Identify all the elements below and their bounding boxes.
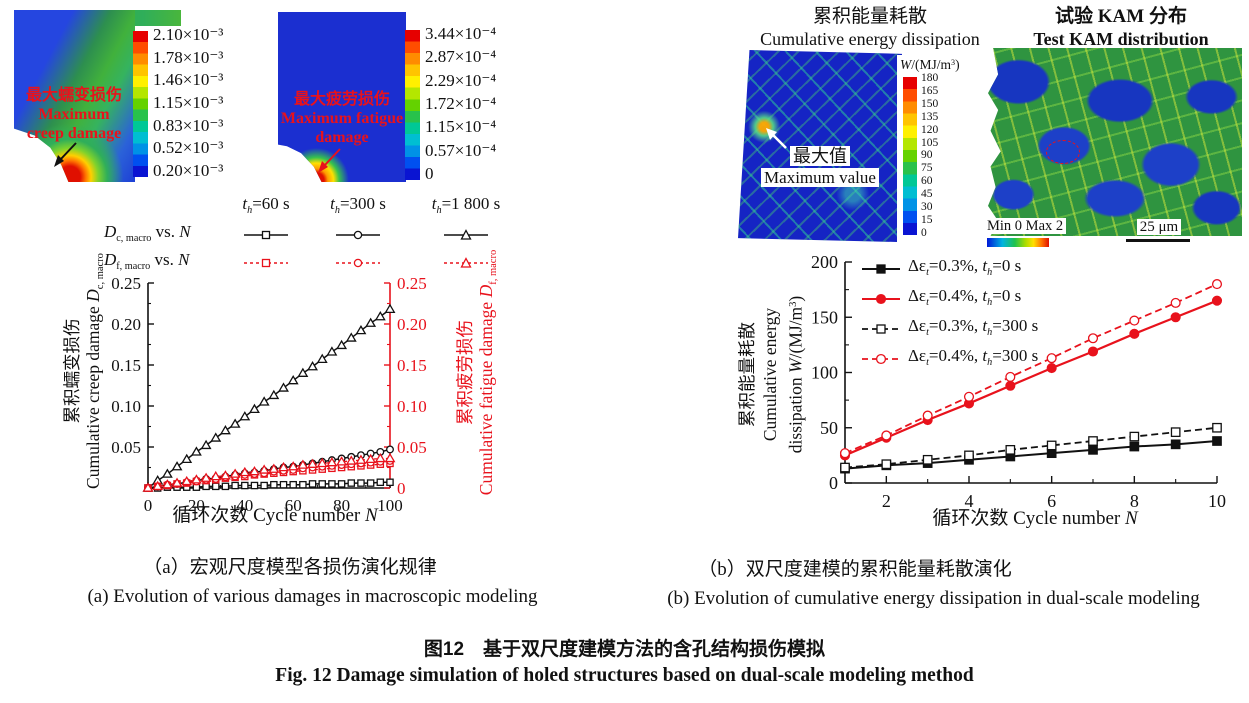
caption-b-en: (b) Evolution of cumulative energy dissi… [667, 588, 1200, 609]
svg-text:8: 8 [1130, 491, 1139, 511]
legend-line-creep-300s [336, 230, 380, 240]
legend-row-04-0s: Δεt=0.4%, th=0 s [860, 284, 1038, 314]
creep-colorbar-labels: 2.10×10⁻³ 1.78×10⁻³ 1.46×10⁻³ 1.15×10⁻³ … [153, 25, 224, 180]
energy-dissipation-title: 累积能量耗散 Cumulative energy dissipation [760, 6, 980, 49]
fatigue-max-annotation-en1: Maximum fatigue [280, 110, 404, 127]
caption-a-cn: （a）宏观尺度模型各损伤演化规律 [143, 557, 437, 578]
chart-a-xlabel: 循环次数 Cycle number N [172, 505, 378, 526]
w-colorbar [903, 77, 917, 235]
figure-caption-en: Fig. 12 Damage simulation of holed struc… [275, 665, 974, 686]
kam-minmax-colorbar [987, 238, 1049, 247]
w-colorbar-title: W/(MJ/m3) [900, 57, 960, 72]
svg-text:0.05: 0.05 [111, 438, 141, 457]
legend-header-th1800: th=1 800 s [431, 194, 501, 217]
creep-max-annotation-en1: Maximum [38, 106, 110, 123]
kam-distribution-title: 试验 KAM 分布 Test KAM distribution [1033, 6, 1209, 49]
kam-minmax-label: Min 0 Max 2 [984, 218, 1067, 235]
svg-text:0.10: 0.10 [397, 397, 427, 416]
legend-header-th300: th=300 s [330, 194, 386, 217]
legend-line-fatigue-1800s [444, 257, 488, 268]
svg-text:0.25: 0.25 [111, 274, 141, 293]
svg-text:150: 150 [811, 307, 838, 327]
max-value-arrow-icon [766, 128, 787, 149]
legend-header-th60: th=60 s [242, 194, 290, 217]
kam-scalebar-label: 25 μm [1126, 219, 1192, 236]
legend-line-03-300s [862, 324, 900, 334]
svg-text:0.10: 0.10 [111, 397, 141, 416]
fatigue-max-annotation-cn: 最大疲劳损伤 [293, 91, 390, 108]
creep-max-annotation-cn: 最大蠕变损伤 [25, 87, 122, 104]
svg-text:50: 50 [820, 418, 838, 438]
legend-line-fatigue-60s [244, 259, 288, 268]
creep-max-annotation: 最大蠕变损伤 Maximum creep damage [6, 86, 142, 143]
svg-text:0.20: 0.20 [111, 315, 141, 334]
legend-line-fatigue-300s [336, 258, 380, 268]
svg-text:0.15: 0.15 [111, 356, 141, 375]
svg-text:20: 20 [188, 496, 205, 515]
creep-max-annotation-en2: creep damage [26, 125, 122, 142]
kam-highlight-circle [1046, 140, 1080, 164]
caption-a-en: (a) Evolution of various damages in macr… [87, 586, 538, 607]
svg-text:100: 100 [377, 496, 403, 515]
legend-row-fatigue-label: Df, macro vs. N [104, 250, 190, 273]
legend-row-03-300s: Δεt=0.3%, th=300 s [860, 314, 1038, 344]
chart-b-ylabel: 累积能量耗散 Cumulative energy dissipation W/(… [737, 295, 806, 454]
legend-line-04-0s [862, 294, 900, 305]
svg-text:0: 0 [397, 479, 406, 498]
w-colorbar-labels: 180 165 150 135 120 105 90 75 60 45 30 1… [921, 72, 939, 239]
svg-text:100: 100 [811, 363, 838, 383]
caption-b-cn: （b）双尺度建模的累积能量耗散演化 [698, 559, 1012, 580]
legend-line-creep-1800s [444, 229, 488, 240]
fatigue-max-annotation-en2: damage [315, 129, 369, 146]
legend-row-04-300s: Δεt=0.4%, th=300 s [860, 344, 1038, 374]
creep-colorbar [133, 31, 148, 177]
legend-line-04-300s [862, 354, 900, 365]
creep-max-arrow-icon [54, 142, 77, 167]
fatigue-damage-contour-image [278, 12, 406, 182]
svg-text:0.20: 0.20 [397, 315, 427, 334]
chart-b-xlabel: 循环次数 Cycle number N [932, 508, 1138, 529]
max-value-annotation: 最大值 Maximum value [740, 146, 900, 188]
svg-text:0.05: 0.05 [397, 438, 427, 457]
svg-text:0: 0 [144, 496, 153, 515]
legend-line-03-0s [862, 264, 900, 274]
kam-distribution-image [988, 48, 1242, 236]
fatigue-colorbar-labels: 3.44×10⁻⁴ 2.87×10⁻⁴ 2.29×10⁻⁴ 1.72×10⁻⁴ … [425, 24, 497, 183]
chart-a-damage-evolution: 0 20 40 60 80 100 0.05 0.10 0.15 0.20 0.25 0 0.05 0.1… [111, 274, 427, 515]
fatigue-colorbar [405, 30, 420, 180]
figure-caption-cn: 图12 基于双尺度建模方法的含孔结构损伤模拟 [423, 639, 826, 660]
svg-text:6: 6 [1047, 491, 1056, 511]
fatigue-max-annotation: 最大疲劳损伤 Maximum fatigue damage [268, 90, 416, 147]
svg-text:60: 60 [285, 496, 302, 515]
svg-text:40: 40 [236, 496, 253, 515]
svg-text:4: 4 [965, 491, 974, 511]
legend-line-creep-60s [244, 230, 288, 240]
chart-a-legend: th=60 s th=300 s th=1 800 s Dc, macro vs… [104, 193, 534, 277]
svg-text:10: 10 [1208, 491, 1226, 511]
svg-text:0: 0 [829, 473, 838, 493]
chart-a-ylabel-left: 累积蠕变损伤 Cumulative creep damage Dc, macro [62, 253, 107, 489]
svg-text:200: 200 [811, 252, 838, 272]
fatigue-max-arrow-icon [318, 148, 341, 173]
svg-text:80: 80 [333, 496, 350, 515]
svg-text:2: 2 [882, 491, 891, 511]
legend-row-03-0s: Δεt=0.3%, th=0 s [860, 254, 1038, 284]
svg-text:0.25: 0.25 [397, 274, 427, 293]
kam-scalebar [1126, 239, 1190, 242]
svg-text:0.15: 0.15 [397, 356, 427, 375]
chart-b-legend: Δεt=0.3%, th=0 s Δεt=0.4%, th=0 s Δεt=0.… [860, 254, 1038, 374]
legend-row-creep-label: Dc, macro vs. N [104, 222, 191, 245]
chart-a-ylabel-right: 累积疲劳损伤 Cumulative fatigue damage Df, mac… [455, 249, 500, 496]
